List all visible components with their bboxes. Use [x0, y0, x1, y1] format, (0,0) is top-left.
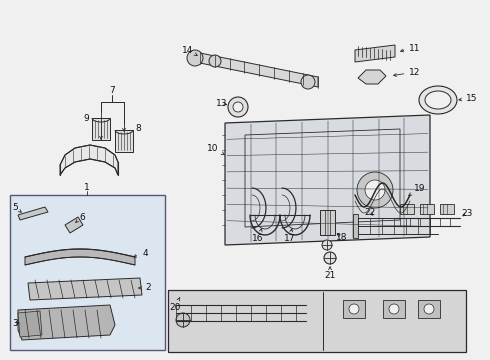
Circle shape	[424, 304, 434, 314]
Circle shape	[176, 313, 190, 327]
Text: 5: 5	[12, 202, 21, 212]
Circle shape	[322, 240, 332, 250]
Text: 8: 8	[135, 123, 141, 132]
Bar	[420, 204, 434, 214]
Text: 21: 21	[324, 267, 336, 279]
Bar	[115, 130, 133, 152]
Circle shape	[187, 50, 203, 66]
Polygon shape	[200, 53, 318, 87]
Circle shape	[301, 75, 315, 89]
Polygon shape	[18, 207, 48, 220]
Ellipse shape	[419, 86, 457, 114]
Circle shape	[357, 172, 393, 208]
Polygon shape	[358, 70, 386, 84]
Ellipse shape	[425, 91, 451, 109]
Text: 12: 12	[393, 68, 421, 77]
Polygon shape	[353, 214, 358, 238]
Text: 17: 17	[284, 229, 296, 243]
Text: 16: 16	[252, 228, 264, 243]
Text: 4: 4	[133, 248, 148, 257]
Polygon shape	[60, 145, 118, 175]
Bar	[168, 290, 466, 352]
Circle shape	[324, 252, 336, 264]
Circle shape	[389, 304, 399, 314]
Bar	[440, 204, 454, 214]
Text: 18: 18	[336, 233, 348, 242]
Text: 19: 19	[409, 184, 426, 195]
Bar	[418, 300, 440, 318]
Bar	[400, 204, 414, 214]
Text: 2: 2	[139, 284, 151, 292]
Text: 23: 23	[461, 208, 473, 217]
Polygon shape	[355, 45, 395, 62]
Bar	[343, 300, 365, 318]
Text: 20: 20	[170, 297, 181, 311]
Text: 3: 3	[12, 319, 19, 328]
Text: 6: 6	[76, 212, 85, 222]
Polygon shape	[18, 305, 115, 340]
Circle shape	[349, 304, 359, 314]
Polygon shape	[18, 311, 42, 337]
Circle shape	[228, 97, 248, 117]
Polygon shape	[320, 210, 335, 235]
Text: 11: 11	[401, 44, 421, 53]
Polygon shape	[225, 115, 430, 245]
Text: 15: 15	[459, 94, 478, 103]
Text: 9: 9	[83, 113, 89, 122]
Text: 1: 1	[84, 183, 90, 192]
Text: 22: 22	[365, 207, 376, 216]
Text: 7: 7	[109, 86, 115, 95]
Polygon shape	[28, 278, 142, 300]
Bar	[92, 118, 110, 140]
Circle shape	[233, 102, 243, 112]
Bar	[383, 300, 405, 318]
Circle shape	[209, 55, 221, 67]
Polygon shape	[25, 249, 135, 265]
Text: 10: 10	[207, 144, 224, 154]
Bar	[10, 195, 165, 350]
Text: 14: 14	[182, 45, 197, 55]
Text: 13: 13	[216, 99, 228, 108]
Polygon shape	[65, 217, 83, 233]
Circle shape	[365, 180, 385, 200]
